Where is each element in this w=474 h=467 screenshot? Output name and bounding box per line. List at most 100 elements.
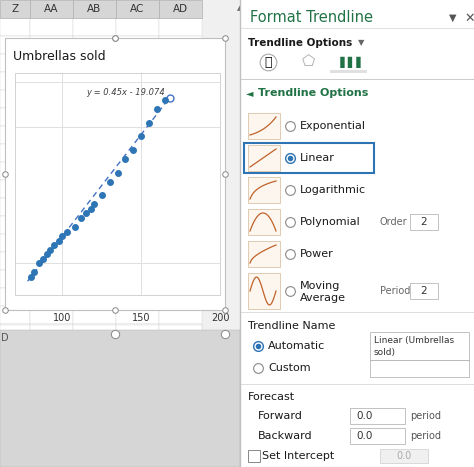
Bar <box>30 144 73 162</box>
Bar <box>0 379 30 397</box>
Bar <box>159 397 202 415</box>
Bar <box>30 450 73 467</box>
Bar <box>116 270 159 288</box>
Bar <box>159 433 202 451</box>
Bar <box>30 433 73 451</box>
Text: Trendline Options: Trendline Options <box>248 38 352 48</box>
Bar <box>30 126 73 144</box>
Bar <box>73 325 116 343</box>
Text: Automatic: Automatic <box>268 341 325 351</box>
Bar <box>0 343 30 361</box>
Text: Exponential: Exponential <box>300 121 366 131</box>
Bar <box>410 283 438 299</box>
Bar <box>159 54 202 72</box>
Bar <box>350 408 405 424</box>
Bar <box>30 216 73 234</box>
Bar <box>30 360 73 378</box>
Text: ▲: ▲ <box>237 5 243 11</box>
Bar <box>116 54 159 72</box>
Bar <box>116 396 159 414</box>
Bar <box>116 450 159 467</box>
Bar <box>73 379 116 397</box>
Text: Z: Z <box>11 4 18 14</box>
Bar <box>248 177 280 203</box>
Bar <box>116 379 159 397</box>
Bar <box>73 36 116 54</box>
Bar <box>0 306 30 324</box>
Bar <box>248 241 280 267</box>
Text: Set Intercept: Set Intercept <box>262 451 334 461</box>
Bar <box>15 127 220 128</box>
Text: ▐▐▐: ▐▐▐ <box>335 57 361 68</box>
Bar <box>73 415 116 433</box>
Bar <box>30 252 73 270</box>
Bar <box>0 252 30 270</box>
Bar <box>159 379 202 397</box>
Text: Logarithmic: Logarithmic <box>300 185 366 195</box>
Bar <box>240 384 474 385</box>
Bar <box>73 252 116 270</box>
Bar <box>15 82 220 83</box>
Bar <box>248 450 260 462</box>
Bar <box>73 396 116 414</box>
Bar <box>30 342 73 360</box>
Bar <box>73 162 116 180</box>
Bar <box>159 342 202 360</box>
Bar <box>116 415 159 433</box>
Bar <box>0 433 30 451</box>
Bar <box>370 332 469 360</box>
Text: Power: Power <box>300 249 334 259</box>
Bar <box>116 198 159 216</box>
Bar <box>30 0 73 18</box>
Text: Backward: Backward <box>258 431 313 441</box>
Bar <box>30 343 73 361</box>
Bar <box>73 378 116 396</box>
Bar <box>248 209 280 235</box>
Bar <box>73 288 116 306</box>
Bar <box>116 324 159 342</box>
Bar <box>73 72 116 90</box>
Bar <box>330 70 367 73</box>
Bar <box>116 0 159 18</box>
Bar <box>0 432 30 450</box>
Bar <box>159 343 202 361</box>
Bar <box>73 343 116 361</box>
Bar <box>0 0 30 18</box>
Bar <box>30 325 73 343</box>
Bar <box>30 54 73 72</box>
Bar <box>30 162 73 180</box>
Bar <box>159 361 202 379</box>
Bar <box>0 198 30 216</box>
Bar <box>62 73 63 295</box>
Text: Average: Average <box>300 293 346 303</box>
Bar <box>73 18 116 36</box>
Text: AD: AD <box>173 4 188 14</box>
Bar <box>0 144 30 162</box>
Bar <box>73 433 116 451</box>
Bar <box>159 162 202 180</box>
Text: 100: 100 <box>53 313 72 323</box>
Bar <box>116 433 159 451</box>
Text: Forecast: Forecast <box>248 392 295 402</box>
Bar <box>159 306 202 324</box>
Bar <box>30 324 73 342</box>
Bar <box>5 38 225 310</box>
Text: period: period <box>410 431 441 441</box>
Bar <box>350 428 405 444</box>
Text: 150: 150 <box>132 313 150 323</box>
Bar <box>30 108 73 126</box>
Bar <box>116 306 159 324</box>
Bar <box>73 108 116 126</box>
Bar <box>159 432 202 450</box>
Bar <box>116 234 159 252</box>
Text: AB: AB <box>87 4 101 14</box>
Bar <box>116 360 159 378</box>
Bar <box>0 216 30 234</box>
Bar <box>73 54 116 72</box>
Bar <box>15 218 220 219</box>
Bar <box>240 28 474 29</box>
Bar <box>0 108 30 126</box>
Bar <box>159 324 202 342</box>
Bar <box>116 397 159 415</box>
Bar <box>0 330 240 467</box>
